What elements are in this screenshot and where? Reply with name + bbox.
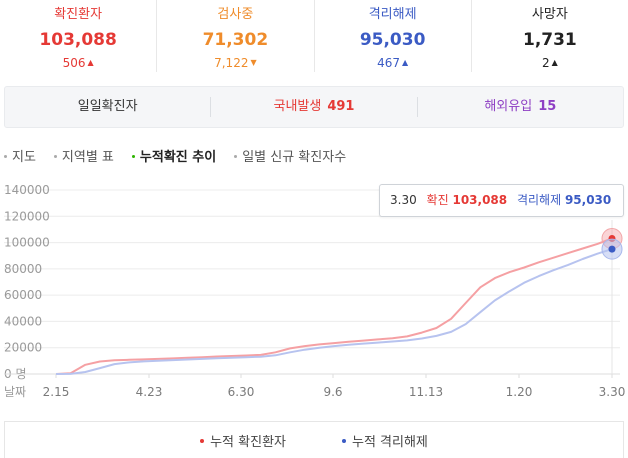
y-tick-label: 80000 bbox=[4, 262, 42, 276]
y-tick-label: 100000 bbox=[4, 236, 50, 250]
stat-tested: 검사중 71,302 7,122 ▼ bbox=[157, 0, 315, 72]
released-series-line bbox=[55, 248, 613, 375]
stat-change: 506 ▲ bbox=[0, 55, 156, 71]
legend-label: 누적 격리해제 bbox=[352, 434, 428, 450]
y-tick-label: 20000 bbox=[4, 341, 42, 355]
change-value: 7,122 bbox=[214, 56, 249, 70]
stat-value: 103,088 bbox=[39, 30, 117, 50]
cumulative-chart[interactable]: 200004000060000800001000001200001400000 … bbox=[0, 176, 628, 406]
stat-change: 2 ▲ bbox=[472, 55, 628, 71]
tab-label: 지도 bbox=[12, 150, 36, 165]
tab-region-table[interactable]: 지역별 표 bbox=[53, 146, 114, 165]
tab-daily-new[interactable]: 일별 신규 확진자수 bbox=[234, 146, 347, 165]
stat-released: 격리해제 95,030 467 ▲ bbox=[315, 0, 472, 72]
stat-change: 7,122 ▼ bbox=[157, 55, 313, 71]
x-tick-label: 3.30 bbox=[599, 385, 626, 399]
arrow-up-icon: ▲ bbox=[87, 58, 94, 67]
legend-confirmed[interactable]: 누적 확진환자 bbox=[200, 431, 286, 450]
bullet-icon bbox=[234, 155, 238, 158]
tooltip-date: 3.30 bbox=[390, 193, 417, 207]
tooltip-released-value: 95,030 bbox=[564, 193, 612, 207]
tab-label: 누적확진 추이 bbox=[139, 150, 217, 165]
tooltip-confirmed-label: 확진 bbox=[426, 193, 449, 207]
stat-value: 1,731 bbox=[522, 30, 577, 50]
daily-label: 일일확진자 bbox=[5, 97, 212, 117]
stat-label: 격리해제 bbox=[368, 7, 417, 22]
daily-overseas: 해외유입 15 bbox=[418, 97, 623, 117]
released-point bbox=[608, 245, 616, 253]
bullet-icon bbox=[53, 155, 57, 158]
stat-label: 확진환자 bbox=[54, 7, 103, 22]
daily-domestic: 국내발생 491 bbox=[211, 97, 418, 117]
x-tick-label: 4.23 bbox=[136, 385, 163, 399]
tooltip-confirmed-value: 103,088 bbox=[452, 193, 508, 207]
y-tick-label: 120000 bbox=[4, 209, 50, 223]
change-value: 2 bbox=[541, 56, 550, 70]
x-tick-label: 1.20 bbox=[506, 385, 533, 399]
legend-label: 누적 확진환자 bbox=[210, 434, 286, 450]
stat-change: 467 ▲ bbox=[315, 55, 471, 71]
x-tick-label: 11.13 bbox=[409, 385, 443, 399]
tab-map[interactable]: 지도 bbox=[4, 146, 36, 165]
legend-released[interactable]: 누적 격리해제 bbox=[342, 431, 428, 450]
x-tick-label: 6.30 bbox=[228, 385, 255, 399]
arrow-up-icon: ▲ bbox=[402, 58, 409, 67]
stat-value: 95,030 bbox=[359, 30, 426, 50]
overseas-value: 15 bbox=[538, 99, 557, 114]
stat-value: 71,302 bbox=[202, 30, 269, 50]
x-tick-label: 9.6 bbox=[323, 385, 342, 399]
chart-tooltip: 3.30 확진 103,088 격리해제 95,030 bbox=[379, 184, 624, 217]
bullet-icon bbox=[4, 155, 7, 158]
x-axis-label: 날짜 bbox=[4, 385, 26, 399]
overseas-label: 해외유입 bbox=[484, 99, 533, 114]
stat-label: 사망자 bbox=[531, 7, 568, 22]
view-tabs: 지도 지역별 표 누적확진 추이 일별 신규 확진자수 bbox=[4, 146, 364, 165]
tab-cumulative-trend[interactable]: 누적확진 추이 bbox=[131, 146, 217, 165]
daily-confirmed-box: 일일확진자 국내발생 491 해외유입 15 bbox=[4, 86, 624, 128]
tooltip-released-label: 격리해제 bbox=[516, 193, 562, 207]
change-value: 506 bbox=[62, 56, 86, 70]
stat-label: 검사중 bbox=[217, 7, 254, 22]
stat-deaths: 사망자 1,731 2 ▲ bbox=[472, 0, 628, 72]
stat-confirmed: 확진환자 103,088 506 ▲ bbox=[0, 0, 158, 72]
arrow-down-icon: ▼ bbox=[250, 58, 257, 67]
domestic-value: 491 bbox=[327, 99, 355, 114]
x-tick-label: 2.15 bbox=[43, 385, 70, 399]
y-tick-label: 140000 bbox=[4, 183, 50, 197]
summary-stats: 확진환자 103,088 506 ▲ 검사중 71,302 7,122 ▼ 격리해제… bbox=[0, 0, 628, 72]
daily-title: 일일확진자 bbox=[77, 99, 138, 114]
tab-label: 지역별 표 bbox=[61, 150, 114, 165]
legend-dot-icon bbox=[342, 438, 346, 443]
confirmed-series-line bbox=[55, 237, 613, 375]
chart-legend: 누적 확진환자 누적 격리해제 bbox=[4, 421, 624, 458]
arrow-up-icon: ▲ bbox=[551, 58, 558, 67]
change-value: 467 bbox=[377, 56, 400, 70]
y-tick-label: 40000 bbox=[4, 314, 42, 328]
tab-label: 일별 신규 확진자수 bbox=[242, 150, 347, 165]
bullet-icon bbox=[131, 155, 135, 158]
legend-dot-icon bbox=[200, 438, 205, 443]
domestic-label: 국내발생 bbox=[273, 99, 322, 114]
y-tick-label: 60000 bbox=[4, 288, 42, 302]
